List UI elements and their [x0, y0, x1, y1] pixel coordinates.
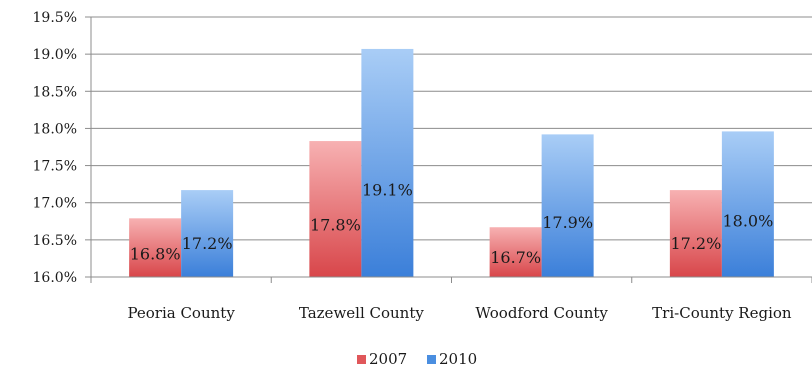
bar-2010-0	[181, 190, 234, 277]
bars	[129, 48, 774, 277]
legend-swatch-2010	[427, 355, 436, 364]
y-axis: 16.0% 16.5% 17.0% 17.5% 18.0% 18.5% 19.0% 19.5%	[33, 10, 92, 286]
data-label: 19.1%	[362, 180, 413, 199]
y-tick-label: 17.5%	[33, 159, 77, 175]
y-tick-label: 19.0%	[33, 47, 77, 63]
data-label: 17.2%	[182, 234, 233, 253]
bar-2010-3	[721, 131, 774, 277]
bar-2007-0	[129, 218, 182, 277]
bar-2007-3	[669, 190, 722, 277]
legend-label: 2007	[369, 350, 407, 368]
y-tick-label: 18.0%	[33, 121, 77, 137]
data-label: 16.8%	[130, 245, 181, 264]
y-tick-label: 17.0%	[33, 196, 77, 212]
y-tick-label: 16.5%	[33, 233, 77, 249]
y-tick-label: 19.5%	[33, 10, 77, 26]
data-label: 17.8%	[310, 215, 361, 234]
data-label: 17.9%	[542, 213, 593, 232]
y-tick-label: 18.5%	[33, 84, 77, 100]
legend-label: 2010	[439, 350, 477, 368]
bar-2010-2	[541, 134, 594, 277]
legend-swatch-2007	[357, 355, 366, 364]
bar-2007-1	[309, 141, 362, 277]
x-category-label: Peoria County	[127, 304, 235, 322]
legend: 2007 2010	[357, 350, 477, 368]
data-label: 18.0%	[722, 212, 773, 231]
x-category-label: Tazewell County	[299, 304, 424, 322]
data-labels: 16.8%17.2%17.8%19.1%16.7%17.9%17.2%18.0%	[130, 180, 774, 267]
x-axis: Peoria County Tazewell County Woodford Cou…	[90, 276, 812, 322]
bar-2007-2	[489, 227, 542, 277]
bar-2010-1	[361, 48, 414, 277]
data-label: 16.7%	[490, 248, 541, 267]
x-category-label: Woodford County	[475, 304, 608, 322]
x-category-label: Tri-County Region	[652, 304, 792, 322]
y-tick-label: 16.0%	[33, 270, 77, 286]
data-label: 17.2%	[670, 234, 721, 253]
